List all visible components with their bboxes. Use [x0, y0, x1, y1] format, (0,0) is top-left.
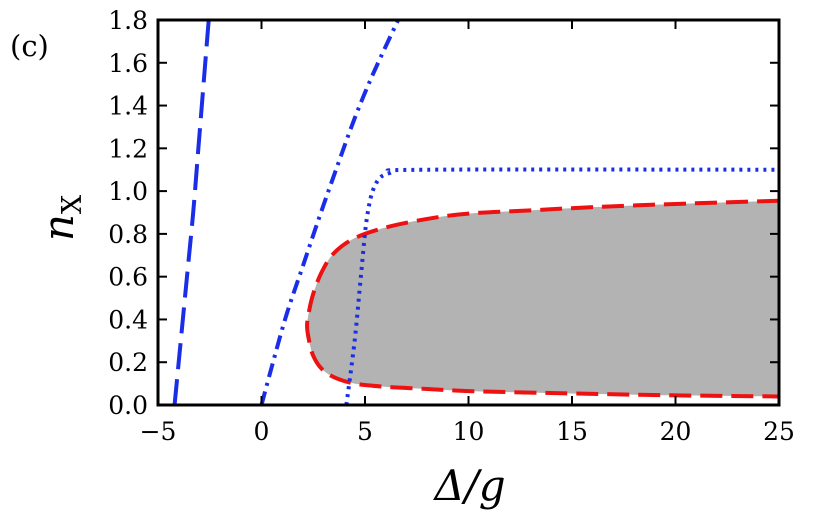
y-tick-label: 1.8 [108, 6, 148, 35]
y-tick-label: 0.0 [108, 391, 148, 420]
y-axis-title-subscript: X [57, 194, 88, 214]
x-tick-label: 20 [660, 417, 692, 446]
shaded-region [307, 200, 779, 397]
y-axis-title-main: n [34, 214, 83, 241]
y-tick-label: 0.6 [108, 263, 148, 292]
y-tick-label: 0.2 [108, 348, 148, 377]
series-dotted-blue [344, 167, 779, 405]
y-tick-label: 1.6 [108, 49, 148, 78]
tick-layer: −5 0 5 10 15 20 25 0.0 0.2 0.4 0.6 0.8 1.0 1.2 1.4 1.6 1… [108, 6, 795, 446]
x-axis-title: Δ/g [432, 461, 505, 510]
x-tick-label: −5 [140, 417, 177, 446]
panel-label: (c) [10, 29, 49, 63]
y-tick-label: 1.0 [108, 177, 148, 206]
y-tick-label: 1.4 [108, 92, 148, 121]
x-tick-label: 5 [357, 417, 373, 446]
series-layer [172, 20, 779, 405]
region-boundary-red-dashed [305, 198, 779, 399]
y-tick-label: 0.8 [108, 220, 148, 249]
y-axis-title: nX [34, 194, 88, 241]
x-tick-label: 15 [556, 417, 588, 446]
y-tick-label: 1.2 [108, 134, 148, 163]
y-tick-label: 0.4 [108, 305, 148, 334]
x-tick-label: 0 [254, 417, 270, 446]
x-tick-label: 10 [453, 417, 485, 446]
series-dashed-blue [172, 20, 211, 405]
plot-area [307, 200, 779, 397]
x-tick-label: 25 [763, 417, 795, 446]
